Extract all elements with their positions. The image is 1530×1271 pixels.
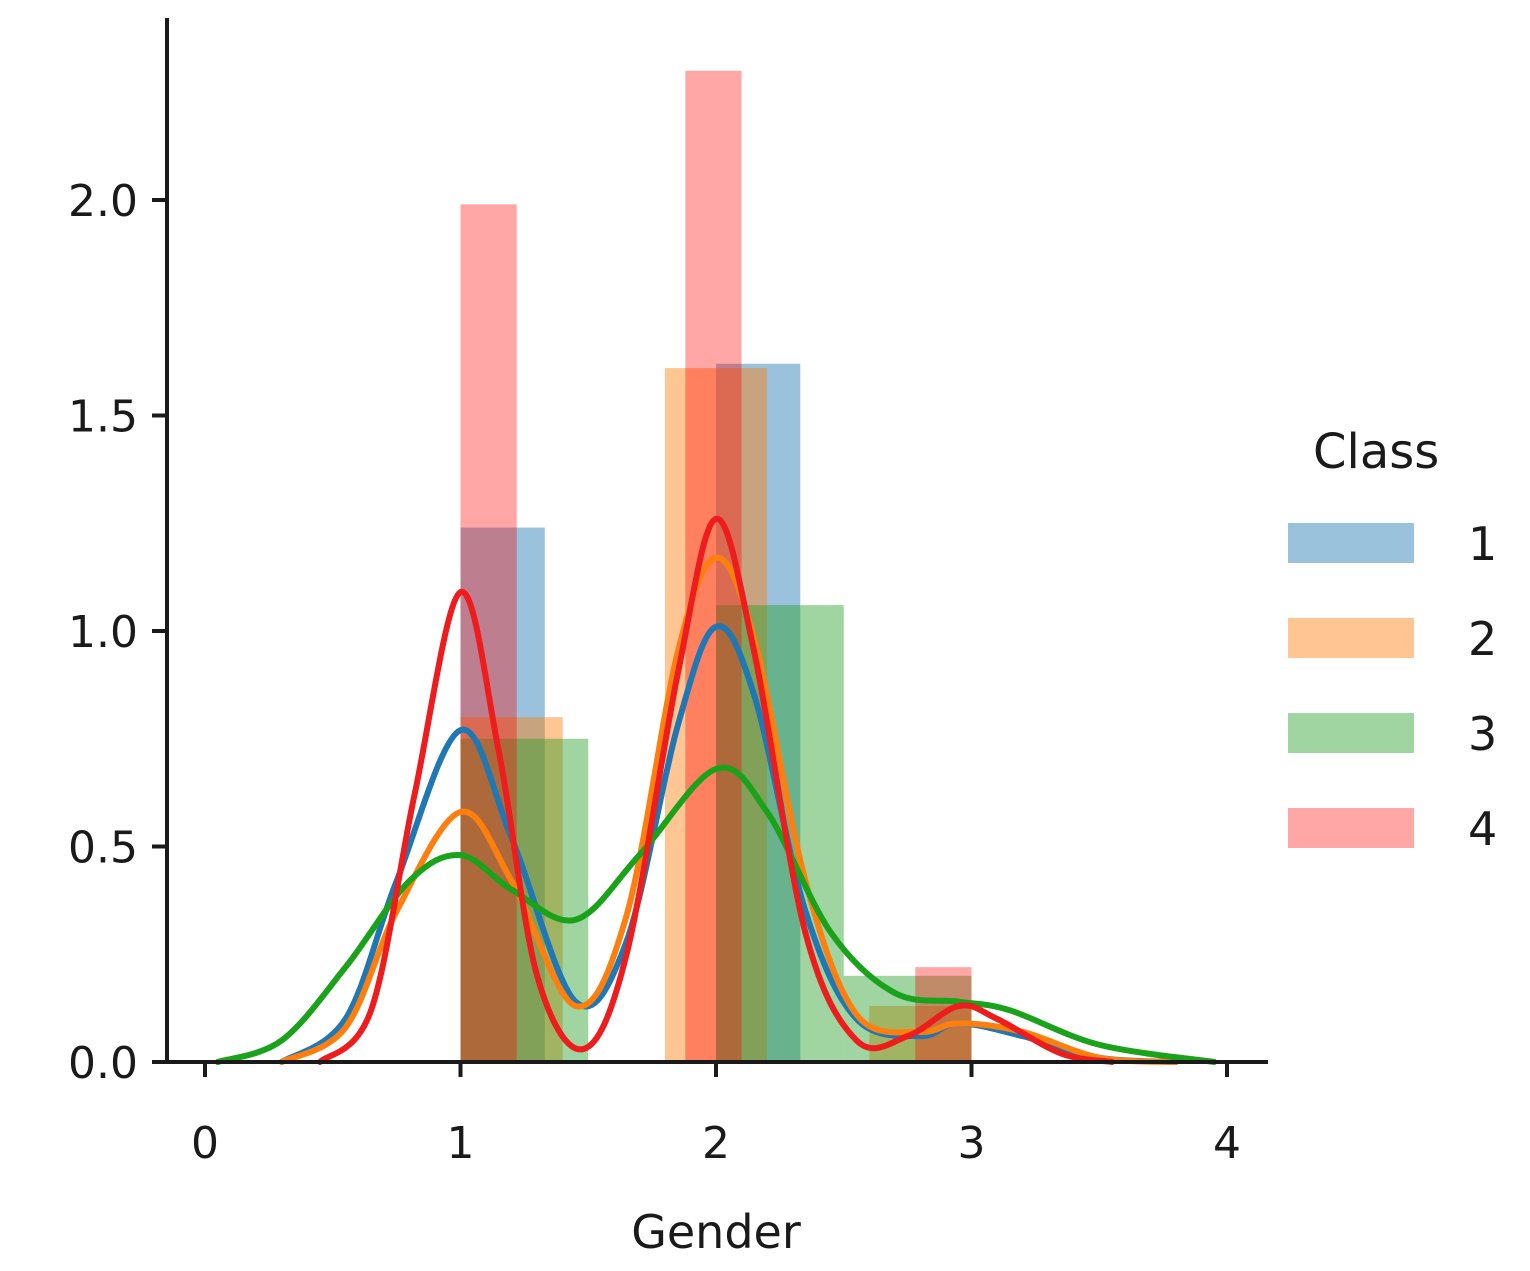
x-tick-label: 3 [958,1118,986,1169]
y-tick-label: 0.5 [68,823,138,874]
kde-line-class-3 [214,764,1218,1065]
legend-label-class-3: 3 [1468,707,1497,761]
x-tick-label: 2 [702,1118,730,1169]
kde-layer [214,515,1218,1065]
legend-title: Class [1313,424,1439,480]
kde-line-class-2 [278,554,1179,1065]
legend-swatch-class-2 [1288,618,1414,658]
axes-layer: 0.0 0.5 1.0 1.5 2.0 0 1 2 3 4 [68,18,1268,1169]
y-tick-label: 1.5 [68,392,138,443]
x-tick-label: 0 [191,1118,219,1169]
y-tick-label: 0.0 [68,1038,138,1089]
legend-swatch-class-1 [1288,523,1414,563]
legend-label-class-2: 2 [1468,612,1497,666]
legend-swatch-class-3 [1288,713,1414,753]
legend-swatch-class-4 [1288,808,1414,848]
x-tick-label: 4 [1213,1118,1241,1169]
legend: Class 1 2 3 4 [1288,424,1497,856]
y-tick-label: 2.0 [68,176,138,227]
bar-class-4-1 [460,204,517,1062]
x-tick-label: 1 [447,1118,475,1169]
legend-label-class-1: 1 [1468,517,1497,571]
x-axis-title: Gender [631,1205,801,1259]
y-tick-label: 1.0 [68,607,138,658]
kde-line-class-4 [316,515,1116,1065]
legend-label-class-4: 4 [1468,802,1497,856]
bar-class-4-2 [685,70,742,1062]
